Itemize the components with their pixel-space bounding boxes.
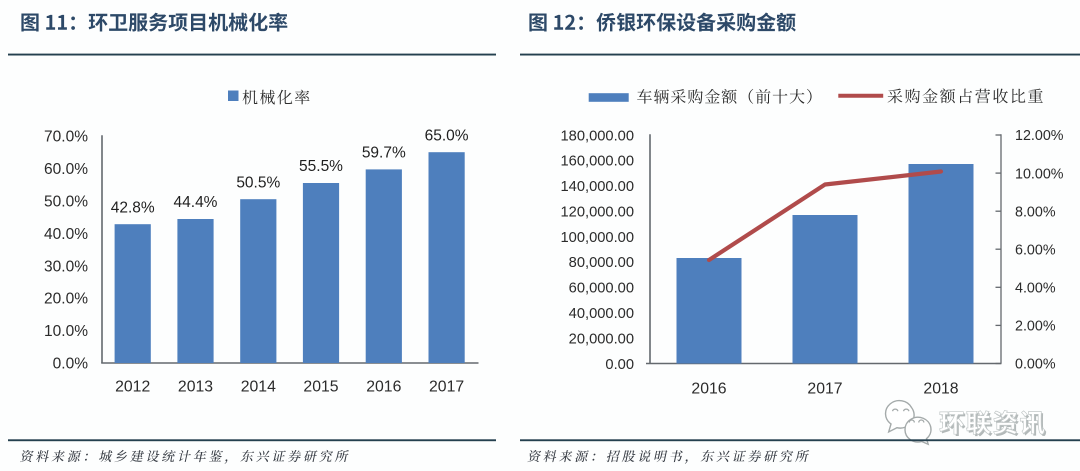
svg-text:8.00%: 8.00% [1015, 204, 1056, 220]
svg-text:55.5%: 55.5% [299, 158, 343, 175]
svg-text:0.00: 0.00 [605, 357, 634, 373]
svg-text:2013: 2013 [178, 379, 213, 396]
svg-text:6.00%: 6.00% [1015, 242, 1056, 258]
svg-text:160,000.00: 160,000.00 [560, 154, 634, 170]
svg-text:60.0%: 60.0% [44, 161, 88, 178]
svg-text:2012: 2012 [115, 379, 150, 396]
svg-text:20.0%: 20.0% [44, 291, 88, 308]
svg-text:2017: 2017 [807, 380, 842, 397]
svg-text:180,000.00: 180,000.00 [560, 128, 634, 144]
svg-text:30.0%: 30.0% [44, 258, 88, 275]
svg-text:2016: 2016 [366, 379, 401, 396]
svg-text:120,000.00: 120,000.00 [560, 205, 634, 221]
svg-text:140,000.00: 140,000.00 [560, 179, 634, 195]
svg-text:65.0%: 65.0% [425, 127, 469, 144]
svg-text:50.5%: 50.5% [236, 174, 280, 191]
svg-text:2014: 2014 [241, 379, 276, 396]
svg-text:40.0%: 40.0% [44, 226, 88, 243]
svg-text:2.00%: 2.00% [1015, 319, 1056, 335]
svg-text:50.0%: 50.0% [44, 194, 88, 211]
svg-text:40,000.00: 40,000.00 [569, 306, 634, 322]
svg-text:2016: 2016 [691, 380, 726, 397]
svg-text:42.8%: 42.8% [111, 199, 155, 216]
svg-text:2015: 2015 [303, 379, 338, 396]
svg-text:10.00%: 10.00% [1015, 166, 1064, 182]
svg-text:12.00%: 12.00% [1015, 128, 1064, 144]
svg-text:10.0%: 10.0% [44, 323, 88, 340]
svg-text:2017: 2017 [429, 379, 464, 396]
svg-text:0.00%: 0.00% [1015, 357, 1056, 373]
svg-text:59.7%: 59.7% [362, 145, 406, 162]
svg-text:44.4%: 44.4% [174, 194, 218, 211]
svg-text:60,000.00: 60,000.00 [569, 281, 634, 297]
svg-text:0.0%: 0.0% [53, 356, 89, 373]
svg-text:70.0%: 70.0% [44, 129, 88, 146]
svg-text:80,000.00: 80,000.00 [569, 255, 634, 271]
svg-text:4.00%: 4.00% [1015, 281, 1056, 297]
svg-text:20,000.00: 20,000.00 [569, 331, 634, 347]
svg-text:2018: 2018 [923, 380, 958, 397]
svg-text:100,000.00: 100,000.00 [560, 230, 634, 246]
